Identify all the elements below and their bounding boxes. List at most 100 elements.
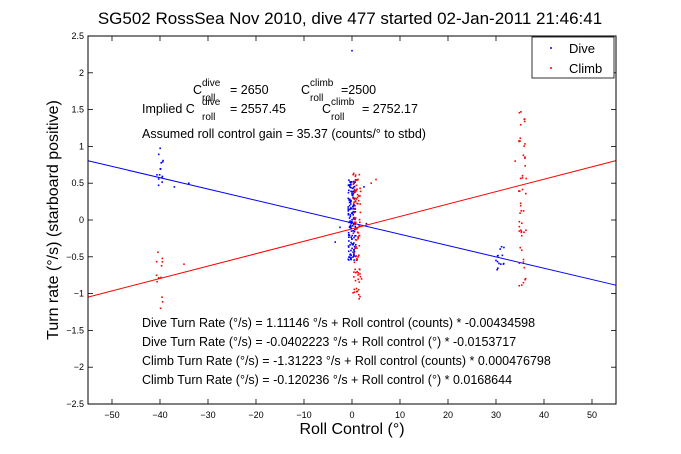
climb-point xyxy=(525,192,527,195)
dive-point xyxy=(350,212,353,215)
dive-point xyxy=(500,263,502,265)
dive-point xyxy=(352,251,354,254)
dive-point xyxy=(347,245,350,247)
climb-point xyxy=(353,276,355,278)
climb-point xyxy=(357,256,359,258)
dive-point xyxy=(353,250,356,253)
climb-point xyxy=(520,231,523,234)
dive-point xyxy=(351,49,353,52)
climb-point xyxy=(358,293,360,296)
dive-point xyxy=(350,183,352,186)
climb-point xyxy=(358,234,361,237)
equation-dive-counts: Dive Turn Rate (°/s) = 1.11146 °/s + Rol… xyxy=(142,316,535,330)
climb-point xyxy=(357,272,360,274)
dive-point xyxy=(352,229,354,232)
c-climb-subscript: roll xyxy=(310,93,323,104)
dive-point xyxy=(348,236,350,239)
climb-point xyxy=(353,261,356,264)
dive-point xyxy=(352,186,355,189)
climb-point xyxy=(355,255,358,257)
climb-point xyxy=(354,200,357,203)
climb-point xyxy=(355,271,357,274)
dive-point xyxy=(351,212,354,214)
dive-point xyxy=(495,259,497,262)
dive-point xyxy=(497,267,499,269)
climb-point xyxy=(523,266,526,269)
dive-point xyxy=(349,200,352,203)
climb-point xyxy=(359,190,362,193)
x-tick-label: 30 xyxy=(491,410,501,420)
climb-point xyxy=(522,261,525,263)
c-dive-subscript: roll xyxy=(202,93,215,104)
dive-point xyxy=(350,207,352,210)
y-tick-label: −2 xyxy=(74,362,84,372)
dive-point xyxy=(348,185,351,188)
dive-point xyxy=(353,190,355,193)
climb-point xyxy=(352,172,355,175)
climb-point xyxy=(514,160,516,162)
dive-point xyxy=(347,213,350,216)
implied-climb-value: = 2752.17 xyxy=(362,102,418,116)
dive-point xyxy=(350,254,353,257)
climb-point xyxy=(353,271,355,273)
dive-point xyxy=(351,224,354,227)
climb-point xyxy=(160,264,163,267)
equation-climb-degrees: Climb Turn Rate (°/s) = -0.120236 °/s + … xyxy=(142,373,512,387)
dive-point xyxy=(350,241,352,244)
legend-label-dive: Dive xyxy=(569,41,595,56)
climb-point xyxy=(524,278,526,281)
dive-point xyxy=(351,191,353,193)
dive-point xyxy=(173,186,176,188)
climb-point xyxy=(353,180,356,183)
dive-point xyxy=(351,187,354,190)
legend-label-climb: Climb xyxy=(569,61,602,76)
climb-point xyxy=(359,187,361,190)
chart-title: SG502 RossSea Nov 2010, dive 477 started… xyxy=(98,9,602,28)
dive-point xyxy=(352,196,354,199)
dive-point xyxy=(496,268,498,271)
dive-point xyxy=(349,244,351,246)
c-climb-value: =2500 xyxy=(341,83,376,97)
climb-point xyxy=(356,193,359,196)
climb-point xyxy=(356,270,359,273)
climb-point xyxy=(356,231,359,233)
climb-point xyxy=(356,202,358,205)
dive-point xyxy=(349,253,351,256)
equation-dive-degrees: Dive Turn Rate (°/s) = -0.0402223 °/s + … xyxy=(142,335,516,349)
dive-point xyxy=(352,255,355,257)
dive-point xyxy=(188,182,190,184)
climb-point xyxy=(359,211,362,214)
dive-point xyxy=(347,208,350,210)
dive-point xyxy=(348,204,351,207)
climb-point xyxy=(160,276,162,279)
climb-point xyxy=(355,246,357,248)
dive-point xyxy=(350,186,352,189)
dive-point xyxy=(350,190,352,193)
x-tick-label: −50 xyxy=(104,410,119,420)
climb-point xyxy=(357,195,360,197)
dive-point xyxy=(156,174,158,176)
climb-point xyxy=(524,277,527,280)
dive-point xyxy=(353,259,355,261)
climb-point xyxy=(356,257,358,260)
climb-point xyxy=(523,120,526,123)
y-axis-label: Turn rate (°/s) (starboard positive) xyxy=(45,100,62,340)
climb-point xyxy=(161,257,164,260)
climb-point xyxy=(353,198,356,201)
dive-point xyxy=(348,217,351,219)
climb-point xyxy=(357,237,359,240)
c-dive-symbol: C xyxy=(193,83,202,97)
climb-point xyxy=(521,174,524,177)
climb-point xyxy=(521,188,524,191)
dive-point xyxy=(157,178,160,180)
roll-gain-note: Assumed roll control gain = 35.37 (count… xyxy=(142,127,426,141)
dive-point xyxy=(347,232,350,234)
climb-point xyxy=(520,234,523,237)
climb-point xyxy=(359,203,361,205)
climb-point xyxy=(358,281,361,283)
climb-point xyxy=(370,182,372,184)
y-tick-label: −1 xyxy=(74,289,84,299)
dive-point xyxy=(347,197,350,200)
dive-point xyxy=(348,256,351,258)
climb-point xyxy=(522,154,525,157)
